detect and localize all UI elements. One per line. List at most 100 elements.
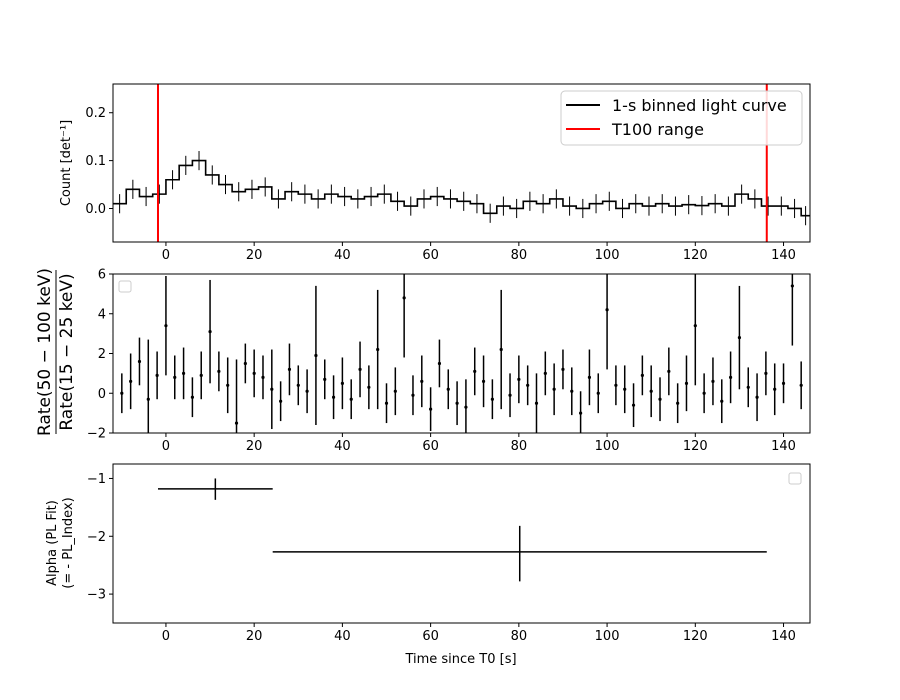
ratio-point [605,308,609,312]
ratio-point [323,377,327,381]
ratio-point [728,375,733,379]
ratio-point [781,381,786,385]
ratio-point [393,389,397,393]
x-tick-label: 140 [771,248,796,263]
ratio-point [164,324,168,328]
legend[interactable]: 1-s binned light curve T100 range [560,90,803,146]
hardness-ratio-panel: 0 20 40 60 80 100 120 140 −2 0 2 4 6 Rate(50 − 100 k… [35,268,811,454]
x-tick-label: 100 [595,248,620,263]
ratio-point [446,387,450,391]
ratio-point [243,361,247,366]
x-tick-label: 0 [162,439,170,454]
ratio-point [279,399,283,403]
x-tick-label: 100 [595,439,620,454]
ratio-point [287,367,292,371]
ratio-point [296,383,300,387]
ratio-point [437,361,442,366]
ratio-point [208,330,212,334]
ratio-point [402,296,406,300]
x-tick-label: 80 [511,629,528,644]
ratio-point [490,397,494,401]
ratio-point [270,387,274,391]
ratio-point [658,397,662,401]
ratio-point [764,371,768,375]
ratio-point [199,373,203,377]
y-tick-label: 4 [98,307,106,322]
alpha-frame [112,463,811,624]
y-tick-label: −2 [87,427,106,442]
ratio-point [146,397,150,401]
ratio-point [384,401,389,405]
ratio-point [137,359,142,364]
ratio-point [746,385,750,389]
ratio-point [552,387,556,391]
ratio-point [252,371,256,375]
x-tick-label: 120 [683,248,708,263]
ratio-point [534,401,539,405]
light-curve-line [113,159,810,217]
ratio-point [190,395,195,399]
y-tick-label: 0.1 [85,154,106,169]
ratio-point [702,391,706,395]
ratio-point [773,387,777,391]
ratio-point [649,389,653,393]
x-tick-label: 0 [162,248,170,263]
x-tick-label: 40 [334,248,351,263]
y-tick-label: 2 [98,347,106,362]
ratio-point [314,353,318,358]
empty-legend-box-3 [788,472,802,485]
x-tick-label: 60 [422,248,439,263]
alpha-ylabel-line2: (= - PL_Index) [61,497,76,588]
ratio-point [790,284,794,288]
ratio-numerator: Rate(50 − 100 keV) [35,268,55,436]
ratio-point [217,369,221,373]
ratio-point [755,395,759,399]
ratio-point [429,407,433,411]
ratio-point [543,371,547,375]
ratio-point [720,399,724,403]
ratio-point [517,377,521,381]
ratio-point [455,401,459,405]
x-tick-label: 60 [422,439,439,454]
ratio-point [331,395,336,399]
ratio-point [587,375,592,379]
x-tick-label: 20 [246,248,263,263]
light-curve-panel: 0 20 40 60 80 100 120 140 0.0 0.1 0.2 Count [det⁻¹… [59,83,811,263]
ratio-point [261,375,265,379]
light-curve-ylabel: Count [det⁻¹] [59,120,74,206]
x-tick-label: 140 [771,439,796,454]
hardness-ratio-ylabel: Rate(50 − 100 keV) Rate(15 − 25 keV) [35,268,77,436]
x-tick-label: 140 [771,629,796,644]
y-tick-label: 0 [98,387,106,402]
ratio-point [129,379,133,383]
y-tick-label: 6 [98,268,106,283]
ratio-point [579,411,583,415]
ratio-point [711,379,715,383]
y-tick-label: 0.0 [85,202,106,217]
ratio-point [737,336,742,340]
hardness-ratio-frame [112,273,811,434]
ratio-point [340,381,344,385]
ratio-point [799,383,803,387]
x-tick-label: 20 [246,439,263,454]
x-tick-label: 80 [511,248,528,263]
ratio-point [614,383,618,387]
ratio-point [181,371,186,375]
y-tick-label: −1 [87,472,106,487]
light-curve-frame [112,83,811,243]
x-tick-label: 100 [595,629,620,644]
ratio-point [693,324,697,328]
ratio-point [358,367,362,371]
ratio-point [570,389,574,393]
legend-box [560,90,803,146]
x-tick-label: 20 [246,629,263,644]
ratio-denominator: Rate(15 − 25 keV) [57,273,77,430]
x-tick-label: 60 [422,629,439,644]
ratio-point [481,379,486,383]
x-tick-label: 120 [683,629,708,644]
ratio-point [120,391,124,395]
y-tick-label: 0.2 [85,106,106,121]
ratio-point [411,393,415,397]
y-tick-label: −2 [87,530,106,545]
y-tick-label: −3 [87,588,106,603]
